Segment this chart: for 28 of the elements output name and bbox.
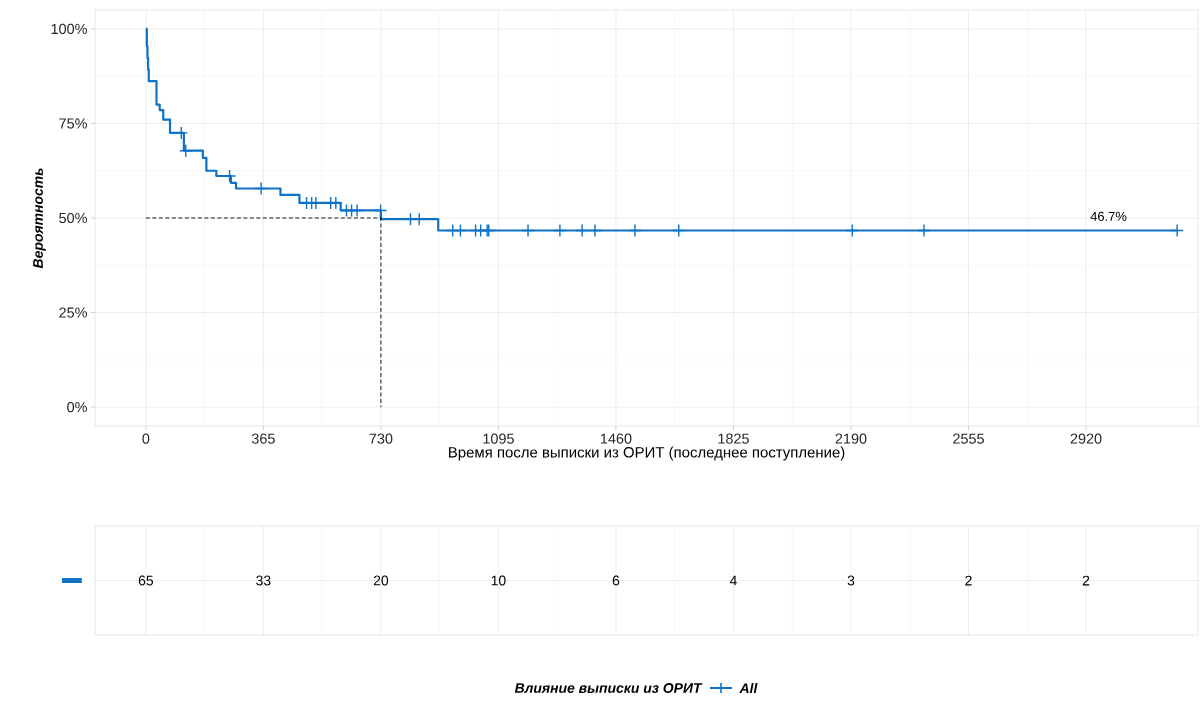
data-label: 2 <box>1082 575 1090 586</box>
data-label: 10 <box>491 575 506 586</box>
data-label: 6 <box>612 575 620 586</box>
data-label: 65 <box>138 575 154 586</box>
y-tick-label: 100% <box>51 23 87 35</box>
data-label: 3 <box>847 575 855 586</box>
data-label: 20 <box>373 575 389 586</box>
y-tick-label: 0% <box>67 401 87 413</box>
x-tick-label: 1095 <box>483 433 514 444</box>
data-label: 2 <box>965 575 972 586</box>
x-tick-label: 2555 <box>953 433 984 444</box>
legend-title: Влияние выписки из ОРИТ <box>514 683 703 693</box>
data-label: 4 <box>729 575 737 586</box>
x-tick-label: 0 <box>142 433 150 444</box>
x-tick-label: 365 <box>251 433 275 444</box>
y-tick-label: 50% <box>59 212 87 224</box>
x-tick-label: 1825 <box>718 433 749 444</box>
y-tick-label: 25% <box>59 307 87 318</box>
x-tick-label: 1460 <box>600 433 632 444</box>
legend-label: All <box>739 682 758 694</box>
x-axis-title: Время после выписки из ОРИТ (последнее поступление) <box>449 446 845 461</box>
y-tick-label: 75% <box>59 118 87 129</box>
x-tick-label: 2920 <box>1070 433 1102 444</box>
data-label: 33 <box>256 575 271 586</box>
x-tick-label: 730 <box>369 433 393 444</box>
y-axis-title: Вероятность <box>33 168 46 269</box>
annotation: 46.7% <box>1090 211 1127 221</box>
x-tick-label: 2190 <box>835 433 867 444</box>
